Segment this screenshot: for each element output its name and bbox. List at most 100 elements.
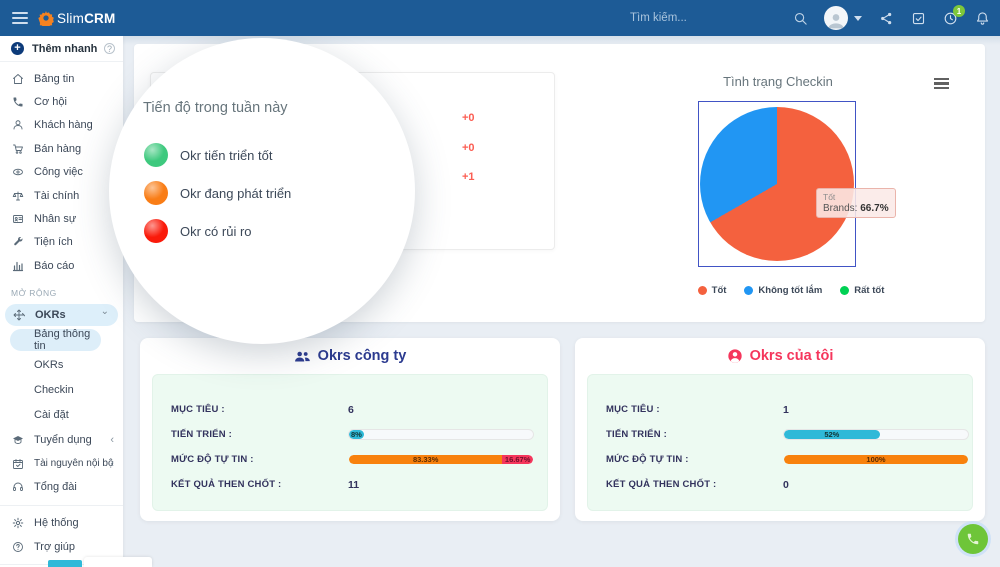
- legend-item-risk: Okr có rủi ro: [144, 219, 252, 243]
- search-input[interactable]: [630, 12, 800, 24]
- progress-fill: 52%: [784, 430, 880, 439]
- headset-icon: [11, 480, 25, 494]
- company-okrs-title: Okrs công ty: [140, 338, 560, 374]
- company-confidence-bar: 83.33% 16.67%: [348, 454, 534, 465]
- chevron-left-icon: ‹: [110, 434, 114, 447]
- my-okrs-stats: MỤC TIÊU : 1 TIẾN TRIỂN : 52% MỨC ĐỘ TỰ …: [587, 374, 973, 511]
- confidence-seg-orange: 100%: [784, 455, 968, 464]
- user-icon: [11, 118, 25, 132]
- blue-dot-icon: [744, 286, 754, 295]
- sidebar-item-tong-dai[interactable]: Tổng đài: [0, 475, 123, 498]
- sidebar-item-he-thong[interactable]: Hệ thống: [0, 512, 123, 535]
- chart-tooltip: Tốt Brands: 66.7%: [816, 188, 896, 218]
- weekly-progress-title: Tiến độ trong tuần này: [143, 100, 288, 116]
- confidence-seg-orange: 83.33%: [349, 455, 503, 464]
- cart-icon: [11, 142, 25, 156]
- notification-badge: 1: [953, 5, 965, 17]
- orange-status-dot: [144, 181, 168, 205]
- sidebar-item-nhan-su[interactable]: Nhân sự: [0, 207, 123, 230]
- quick-add-label: Thêm nhanh: [32, 42, 98, 55]
- objectives-value: 1: [783, 403, 789, 416]
- company-progress-bar: 8%: [348, 429, 534, 440]
- progress-fill: 8%: [349, 430, 364, 439]
- sidebar-item-tai-nguyen-noi-bo[interactable]: Tài nguyên nội bộ ‹: [0, 452, 123, 475]
- tour-spotlight-circle: Tiến độ trong tuần này Okr tiến triển tố…: [109, 38, 415, 344]
- my-progress-bar: 52%: [783, 429, 969, 440]
- green-status-dot: [144, 143, 168, 167]
- objectives-value: 6: [348, 403, 354, 416]
- partially-visible-button[interactable]: [48, 560, 82, 567]
- quick-add-button[interactable]: + Thêm nhanh ?: [0, 36, 123, 62]
- sidebar-subitem-okrs[interactable]: OKRs: [34, 358, 64, 371]
- sidebar-item-okrs-group[interactable]: OKRs ⌄: [5, 303, 118, 326]
- key-results-value: 0: [783, 478, 789, 491]
- delta-value: +1: [462, 171, 475, 183]
- avatar: [824, 6, 848, 30]
- header-shadow-band: [0, 36, 1000, 45]
- sidebar-item-bang-tin[interactable]: Bảng tin: [0, 67, 123, 90]
- sidebar-item-bao-cao[interactable]: Báo cáo: [0, 254, 123, 277]
- brand-logo[interactable]: SlimCRM: [38, 10, 115, 26]
- history-clock-icon[interactable]: 1: [942, 5, 965, 26]
- phone-icon: [11, 95, 25, 109]
- sidebar-item-tien-ich[interactable]: Tiện ích: [0, 231, 123, 254]
- sidebar-item-cong-viec[interactable]: Công việc ‹: [0, 161, 123, 184]
- green-dot-icon: [840, 286, 850, 295]
- key-results-value: 11: [348, 478, 360, 491]
- my-confidence-bar: 100%: [783, 454, 969, 465]
- menu-toggle-icon[interactable]: [12, 12, 28, 24]
- red-dot-icon: [697, 286, 707, 295]
- divider: [0, 504, 123, 506]
- sidebar-subitem-bang-thong-tin[interactable]: Bảng thông tin: [10, 328, 101, 352]
- my-okrs-card: Okrs của tôi MỤC TIÊU : 1 TIẾN TRIỂN : 5…: [575, 338, 985, 521]
- move-icon: [12, 308, 26, 322]
- scales-icon: [11, 189, 25, 203]
- top-navbar: SlimCRM 1: [0, 0, 1000, 36]
- chevron-down-icon: [854, 15, 862, 21]
- gear-icon: [11, 516, 25, 530]
- legend-item-developing: Okr đang phát triển: [144, 181, 291, 205]
- question-circle-icon: [11, 540, 25, 554]
- tasks-icon[interactable]: [910, 10, 926, 26]
- sidebar-item-tai-chinh[interactable]: Tài chính: [0, 184, 123, 207]
- sidebar-item-khach-hang[interactable]: Khách hàng: [0, 114, 123, 137]
- help-icon[interactable]: ?: [104, 43, 115, 54]
- legend-rat-tot[interactable]: Rất tốt: [840, 285, 884, 296]
- chart-selection-rect: [698, 101, 856, 267]
- weekly-progress-deltas: +0 +0 +1: [462, 112, 475, 183]
- checkin-pie-chart[interactable]: [700, 107, 854, 261]
- company-okrs-stats: MỤC TIÊU : 6 TIẾN TRIỂN : 8% MỨC ĐỘ TỰ T…: [152, 374, 548, 511]
- my-okrs-title: Okrs của tôi: [575, 338, 985, 374]
- search-icon[interactable]: [792, 10, 808, 26]
- gear-logo-icon: [38, 11, 54, 26]
- delta-value: +0: [462, 141, 475, 154]
- wrench-icon: [11, 235, 25, 249]
- sidebar-item-ban-hang[interactable]: Bán hàng: [0, 137, 123, 160]
- red-status-dot: [144, 219, 168, 243]
- sidebar-item-tro-giup[interactable]: Trợ giúp: [0, 535, 123, 558]
- sidebar-item-tuyen-dung[interactable]: Tuyển dụng ‹: [0, 429, 123, 452]
- chevron-down-icon: ⌄: [100, 305, 109, 317]
- users-icon: [294, 351, 310, 361]
- global-search: [630, 0, 800, 36]
- sidebar-item-co-hoi[interactable]: Cơ hội: [0, 90, 123, 113]
- bar-chart-icon: [11, 259, 25, 273]
- chart-menu-icon[interactable]: [934, 78, 949, 89]
- partially-visible-panel: [84, 557, 152, 567]
- home-icon: [11, 72, 25, 86]
- calendar-check-icon: [11, 457, 25, 471]
- sidebar-subitem-cai-dat[interactable]: Cài đặt: [34, 408, 69, 421]
- sidebar: + Thêm nhanh ? Bảng tin Cơ hội Khách hàn…: [0, 36, 123, 567]
- legend-tot[interactable]: Tốt: [697, 285, 726, 296]
- sidebar-subitem-checkin[interactable]: Checkin: [34, 383, 74, 396]
- legend-khong-tot-lam[interactable]: Không tốt lắm: [744, 285, 822, 296]
- bell-icon[interactable]: [974, 10, 990, 26]
- share-icon[interactable]: [878, 10, 894, 26]
- company-okrs-card: Okrs công ty MỤC TIÊU : 6 TIẾN TRIỂN : 8…: [140, 338, 560, 521]
- user-menu[interactable]: [824, 6, 862, 30]
- confidence-seg-red: 16.67%: [502, 455, 533, 464]
- work-icon: [11, 165, 25, 179]
- call-fab-button[interactable]: [958, 524, 988, 554]
- checkin-chart-title: Tình trạng Checkin: [723, 74, 833, 89]
- sidebar-section-label: MỞ RỘNG: [11, 287, 57, 298]
